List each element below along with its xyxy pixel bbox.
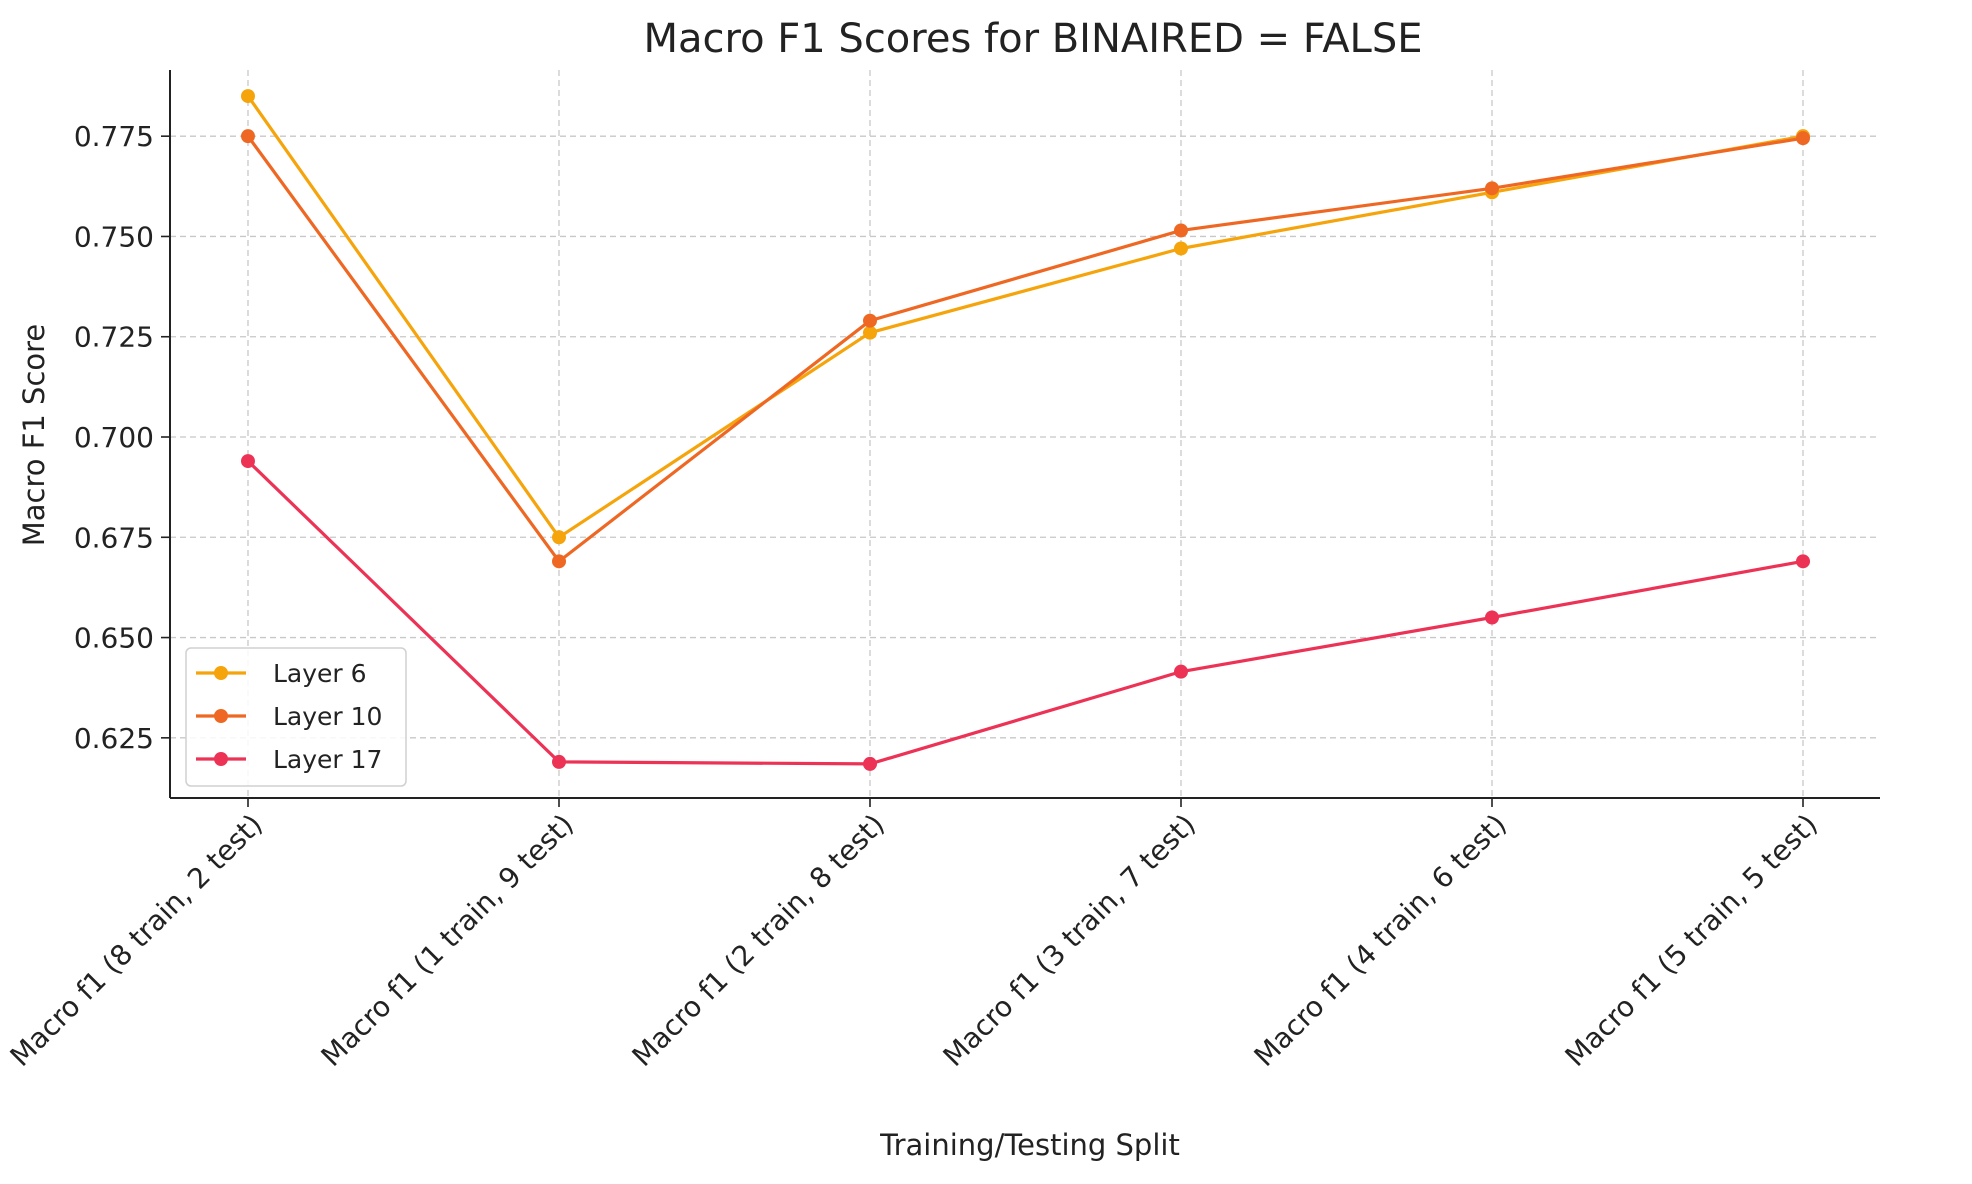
- legend-label: Layer 17: [273, 745, 382, 774]
- data-point: [241, 129, 255, 144]
- series-line: [246, 459, 1804, 766]
- legend-label: Layer 10: [273, 702, 382, 731]
- y-tick-label: 0.675: [74, 521, 154, 554]
- data-point: [241, 89, 255, 104]
- data-point: [241, 454, 255, 469]
- legend-item: Layer 10: [196, 702, 382, 731]
- y-axis-label: Macro F1 Score: [17, 324, 51, 547]
- data-point: [1485, 181, 1499, 196]
- series-layer-6: [241, 89, 1810, 545]
- legend-box: [185, 647, 407, 787]
- series-layer-17: [241, 454, 1810, 771]
- data-point: [552, 554, 566, 569]
- x-tick-label: Macro f1 (8 train, 2 test): [4, 808, 269, 1073]
- axes: [169, 70, 1880, 799]
- x-tick-label: Macro f1 (2 train, 8 test): [626, 808, 891, 1073]
- x-tick-label: Macro f1 (4 train, 6 test): [1248, 808, 1513, 1073]
- data-point: [1796, 554, 1810, 569]
- legend-swatch-marker: [214, 666, 228, 680]
- y-tick-label: 0.775: [74, 120, 154, 153]
- y-tick-label: 0.700: [74, 421, 154, 454]
- data-point: [863, 313, 877, 328]
- x-tick-label: Macro f1 (3 train, 7 test): [937, 808, 1202, 1073]
- data-point: [1174, 664, 1188, 679]
- legend-swatch-marker: [214, 709, 228, 723]
- data-point: [552, 530, 566, 545]
- data-point: [863, 325, 877, 340]
- ticks: 0.625 0.650 0.675 0.700 0.725 0.750 0.775 Macro…: [4, 120, 1824, 1073]
- y-tick-label: 0.625: [74, 722, 154, 755]
- series-line: [246, 95, 1804, 539]
- legend-item: Layer 17: [196, 745, 382, 774]
- legend-swatch-marker: [214, 752, 228, 766]
- series-layer-10: [241, 129, 1810, 569]
- data-point: [1796, 131, 1810, 146]
- data-point: [863, 756, 877, 771]
- x-tick-label: Macro f1 (1 train, 9 test): [315, 808, 580, 1073]
- data-point: [1485, 610, 1499, 625]
- y-tick-label: 0.750: [74, 220, 154, 253]
- x-axis-label: Training/Testing Split: [879, 1128, 1180, 1162]
- legend-label: Layer 6: [273, 659, 367, 688]
- series-layer: [241, 89, 1810, 771]
- chart-title: Macro F1 Scores for BINAIRED = FALSE: [643, 16, 1422, 62]
- y-tick-label: 0.725: [74, 321, 154, 354]
- x-tick-label: Macro f1 (5 train, 5 test): [1559, 808, 1824, 1073]
- legend-item: Layer 6: [196, 659, 367, 688]
- data-point: [552, 754, 566, 769]
- legend: Layer 6 Layer 10 Layer 17: [185, 647, 407, 787]
- series-line: [246, 135, 1804, 563]
- y-tick-label: 0.650: [74, 622, 154, 655]
- grid: [170, 70, 1880, 798]
- data-point: [1174, 241, 1188, 256]
- data-point: [1174, 223, 1188, 238]
